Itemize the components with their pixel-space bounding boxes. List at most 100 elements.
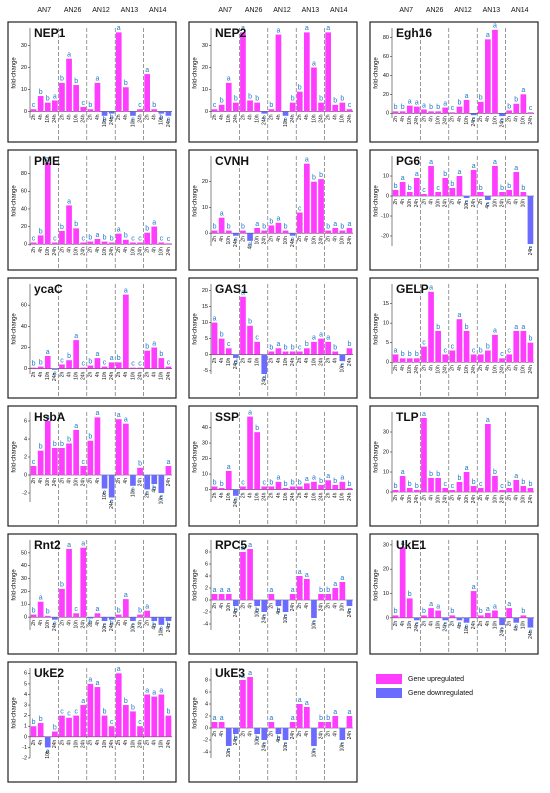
time-label: 4h [38,620,44,626]
time-label: 4h [152,740,158,746]
significance-letter: c [479,481,483,488]
bar [218,104,225,112]
panel-title: UkE3 [215,666,245,680]
significance-letter: a [248,542,252,549]
bar [158,694,165,737]
significance-letter: b [436,324,440,331]
y-axis-label: fold-change [12,57,18,89]
bar [325,594,331,600]
significance-letter: d [262,375,266,382]
significance-letter: b [220,481,224,488]
bar [506,190,512,196]
bar [442,488,449,492]
significance-letter: a [227,587,231,594]
significance-letter: a [276,475,280,482]
time-label: 24h [233,737,239,746]
bar [94,238,101,245]
bar [449,112,456,114]
significance-letter: b [152,622,156,629]
y-tick-label: 20 [21,65,27,71]
significance-letter: c [436,185,440,192]
panel-frame [7,405,177,527]
bar [470,486,477,492]
time-label: 4h [304,603,310,609]
significance-letter: c [74,606,78,613]
time-label: 2h [450,199,456,205]
significance-letter: c [451,105,455,112]
y-tick-label: 2 [24,454,27,460]
y-tick-label: 0 [205,231,208,237]
time-label: 2h [59,740,65,746]
bar [392,354,399,363]
bar [254,341,260,355]
significance-letter: a [436,603,440,610]
time-label: 2h [88,114,94,120]
time-label: 24h [262,116,268,125]
y-tick-label: -2 [203,609,208,615]
significance-letter: b [457,99,461,106]
significance-letter: a [312,60,316,67]
significance-letter: c [486,201,490,208]
bar [44,615,51,618]
time-label: 2h [450,495,456,501]
bar [275,34,282,112]
significance-letter: a [347,709,351,716]
significance-letter: b [319,95,323,102]
bar [151,617,158,621]
bar [101,366,108,369]
panel-title: GELP [396,282,429,296]
significance-letter: a [213,587,217,594]
bar [339,354,346,362]
y-tick-label: 0 [205,725,208,731]
time-label: 24h [137,740,143,749]
panel-frame [369,277,539,399]
bar [151,109,158,112]
significance-letter: b [39,359,43,366]
bar [80,466,87,475]
significance-letter: b [103,708,107,715]
time-label: 10h [226,749,232,758]
time-label: 24h [347,731,353,740]
y-tick-label: 20 [383,567,389,573]
significance-letter: b [408,185,412,192]
significance-letter: b [319,478,323,485]
time-label: 24h [262,743,268,752]
significance-letter: c [465,199,469,206]
significance-letter: a [401,469,405,476]
bar [52,731,58,737]
time-label: 4h [485,365,491,371]
time-label: 10h [73,114,79,123]
time-label: 4h [152,247,158,253]
time-label: 4h [38,740,44,746]
significance-letter: a [124,287,128,294]
significance-letter: b [213,223,217,230]
time-label: 2h [212,114,218,120]
y-tick-label: -2 [22,755,27,761]
time-label: 2h [212,492,218,498]
bar [101,475,108,489]
y-tick-label: 0 [386,489,389,495]
legend-swatch [376,674,402,684]
bar [218,488,225,490]
y-tick-label: 0 [205,487,208,493]
bar [282,351,289,355]
bar [470,591,477,618]
significance-letter: a [255,221,259,228]
y-tick-label: 20 [21,224,27,230]
significance-letter: b [60,76,64,83]
time-label: 10h [340,743,346,752]
significance-letter: b [255,607,259,614]
time-label: 4h [152,487,158,493]
time-label: 4h [276,492,282,498]
bar [428,291,434,363]
significance-letter: b [312,175,316,182]
bar [332,716,339,728]
bar [304,483,310,490]
bar [520,94,527,114]
bar [115,419,122,475]
panel-title: HsbA [34,410,66,424]
panel-title: NEP1 [34,26,66,40]
time-label: 24h [318,236,324,245]
time-label: 10h [407,365,413,374]
